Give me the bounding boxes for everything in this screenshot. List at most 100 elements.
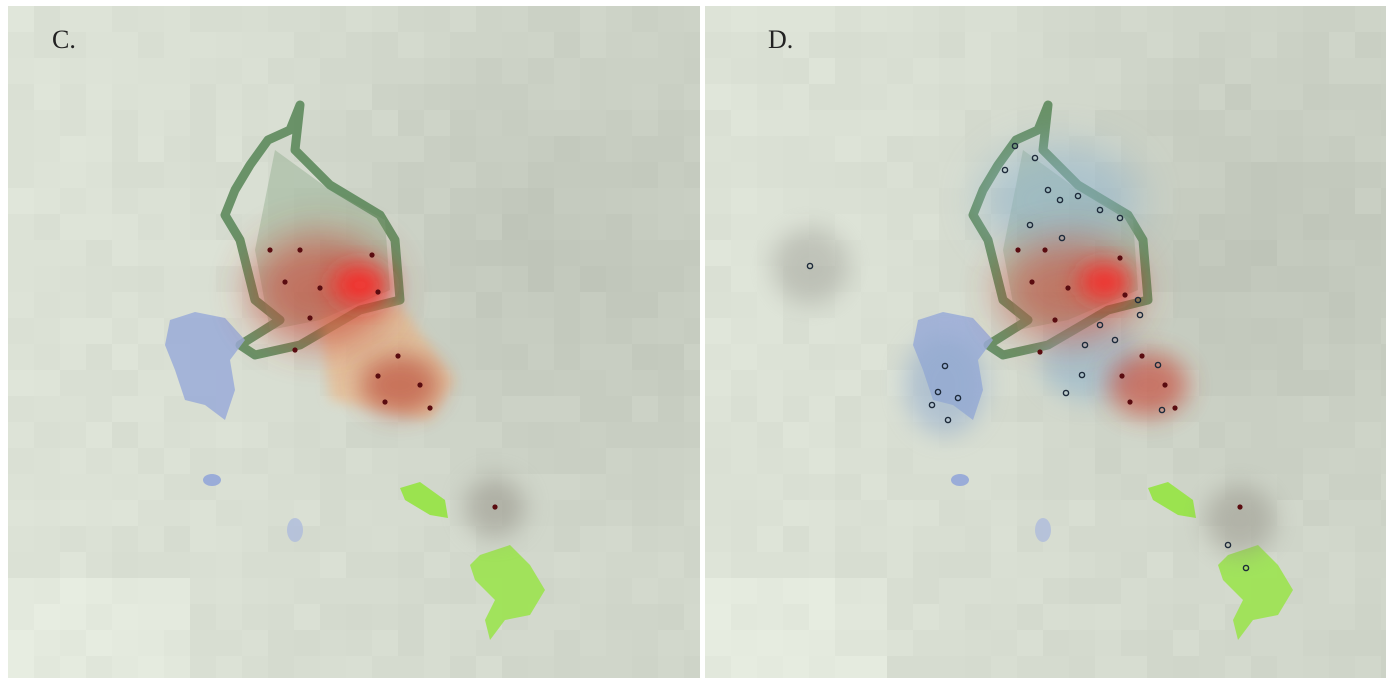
tile (242, 448, 269, 475)
tile (476, 110, 503, 137)
tile (8, 162, 35, 189)
tile (8, 526, 35, 553)
tile (554, 266, 581, 293)
tile (1121, 578, 1148, 605)
tile (112, 474, 139, 501)
tile (1329, 552, 1356, 579)
tile (1329, 84, 1356, 111)
tile (34, 318, 61, 345)
tile (913, 630, 940, 657)
tile (757, 318, 784, 345)
tile (450, 344, 477, 371)
tile (580, 292, 607, 319)
tile (1199, 604, 1226, 631)
point (369, 252, 374, 257)
tile (1043, 6, 1070, 33)
tile (372, 422, 399, 449)
tile (554, 422, 581, 449)
tile (1147, 630, 1174, 657)
tile (1303, 6, 1330, 33)
tile (939, 266, 966, 293)
tile (164, 6, 191, 33)
tile (632, 110, 659, 137)
tile (502, 344, 529, 371)
tile (34, 266, 61, 293)
tile (705, 526, 732, 553)
tile (783, 84, 810, 111)
tile (1329, 474, 1356, 501)
tile (346, 578, 373, 605)
tile (731, 422, 758, 449)
tile (632, 84, 659, 111)
tile (320, 422, 347, 449)
tile (1355, 162, 1382, 189)
point (375, 373, 380, 378)
tile (86, 188, 113, 215)
tile (190, 578, 217, 605)
tile (861, 266, 888, 293)
tile (1121, 110, 1148, 137)
tile (580, 396, 607, 423)
tile (554, 58, 581, 85)
tile (1069, 526, 1096, 553)
tile (34, 422, 61, 449)
tile (268, 604, 295, 631)
tile (1121, 58, 1148, 85)
tile (528, 58, 555, 85)
tile (1329, 214, 1356, 241)
tile (1121, 630, 1148, 657)
tile (1251, 318, 1278, 345)
tile (424, 162, 451, 189)
tile (1251, 240, 1278, 267)
tile (606, 630, 633, 657)
tile (658, 58, 685, 85)
tile (86, 136, 113, 163)
tile (731, 214, 758, 241)
tile (1277, 240, 1304, 267)
tile (242, 474, 269, 501)
tile (528, 526, 555, 553)
tile (34, 578, 61, 605)
tile (835, 526, 862, 553)
tile (138, 266, 165, 293)
tile (887, 630, 914, 657)
tile (783, 474, 810, 501)
point (1139, 353, 1144, 358)
tile (1199, 188, 1226, 215)
tile (991, 474, 1018, 501)
tile (1043, 422, 1070, 449)
point (375, 289, 380, 294)
tile (346, 136, 373, 163)
tile (580, 6, 607, 33)
tile (8, 604, 35, 631)
tile (1069, 552, 1096, 579)
tile (809, 630, 836, 657)
tile (1017, 6, 1044, 33)
tile (138, 214, 165, 241)
tile (398, 240, 425, 267)
tile (887, 214, 914, 241)
tile (60, 110, 87, 137)
tile (476, 396, 503, 423)
tile (164, 474, 191, 501)
tile (783, 136, 810, 163)
tile (476, 6, 503, 33)
tile (528, 110, 555, 137)
tile (112, 58, 139, 85)
tile (835, 630, 862, 657)
tile (809, 162, 836, 189)
tile (476, 136, 503, 163)
tile (757, 474, 784, 501)
tile (1173, 630, 1200, 657)
tile (1303, 266, 1330, 293)
panel-label: C. (52, 25, 76, 54)
tile (86, 6, 113, 33)
tile (1017, 396, 1044, 423)
tile (1121, 32, 1148, 59)
tile (1303, 422, 1330, 449)
tile (1329, 58, 1356, 85)
tile (1017, 474, 1044, 501)
tile (1329, 500, 1356, 527)
tile (320, 604, 347, 631)
tile (606, 266, 633, 293)
